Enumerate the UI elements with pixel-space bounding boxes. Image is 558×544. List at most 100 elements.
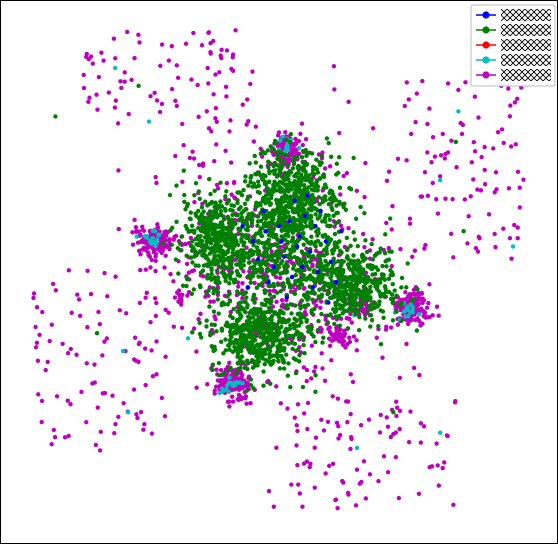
- data-point-series-4: [397, 426, 402, 432]
- data-point-series-1: [312, 306, 317, 312]
- data-point-series-1: [180, 283, 186, 288]
- data-point-series-1: [280, 337, 285, 342]
- data-point-series-1: [328, 312, 333, 317]
- data-point-series-4: [135, 240, 141, 245]
- data-point-series-1: [390, 296, 396, 302]
- data-point-series-4: [349, 320, 354, 325]
- data-point-series-1: [266, 159, 271, 164]
- data-point-series-4: [395, 156, 401, 161]
- data-point-series-0: [292, 198, 297, 203]
- data-point-series-4: [102, 339, 107, 344]
- data-point-series-1: [310, 171, 315, 176]
- data-point-series-4: [101, 58, 106, 63]
- data-point-series-4: [273, 274, 279, 280]
- data-point-series-3: [438, 178, 443, 183]
- data-point-series-1: [320, 233, 325, 238]
- data-point-series-1: [260, 197, 265, 203]
- data-point-series-1: [288, 194, 293, 199]
- data-point-series-1: [307, 259, 313, 264]
- data-point-series-3: [401, 309, 407, 315]
- data-point-series-1: [317, 176, 323, 181]
- data-point-series-1: [275, 243, 281, 249]
- data-point-series-1: [213, 222, 218, 228]
- data-point-series-1: [341, 268, 346, 273]
- data-point-series-1: [250, 271, 255, 276]
- data-point-series-1: [277, 214, 282, 219]
- data-point-series-1: [193, 180, 199, 186]
- data-point-series-3: [283, 148, 288, 153]
- data-point-series-1: [299, 172, 304, 177]
- data-point-series-4: [300, 504, 305, 509]
- data-point-series-0: [310, 285, 315, 290]
- data-point-series-1: [391, 410, 396, 415]
- data-point-series-1: [237, 259, 243, 264]
- data-point-series-1: [245, 302, 250, 308]
- data-point-series-4: [329, 331, 334, 337]
- data-point-series-1: [387, 249, 392, 254]
- data-point-series-1: [290, 166, 296, 171]
- data-point-series-1: [289, 249, 294, 255]
- data-point-series-1: [274, 353, 279, 358]
- data-point-series-4: [301, 461, 307, 466]
- data-point-series-4: [380, 355, 385, 360]
- data-point-series-1: [356, 327, 362, 333]
- data-point-series-1: [273, 232, 279, 238]
- data-point-series-1: [187, 216, 193, 221]
- data-point-series-1: [185, 201, 190, 207]
- data-point-series-4: [155, 222, 160, 227]
- data-point-series-1: [287, 139, 293, 145]
- data-point-series-1: [323, 258, 328, 264]
- data-point-series-4: [403, 290, 408, 295]
- data-point-series-1: [295, 217, 300, 223]
- data-point-series-1: [251, 307, 256, 312]
- data-point-series-4: [142, 421, 147, 427]
- data-point-series-1: [397, 302, 403, 307]
- data-point-series-1: [262, 245, 267, 250]
- data-point-series-1: [206, 257, 211, 263]
- data-point-series-1: [214, 329, 219, 334]
- data-point-series-1: [226, 367, 231, 373]
- data-point-series-4: [438, 153, 444, 158]
- data-point-series-1: [299, 178, 304, 184]
- data-point-series-3: [224, 387, 229, 392]
- data-point-series-4: [138, 267, 143, 273]
- data-point-series-1: [199, 244, 204, 249]
- data-point-series-1: [259, 281, 265, 286]
- data-point-series-4: [159, 395, 165, 401]
- data-point-series-1: [282, 346, 287, 351]
- data-point-series-1: [268, 144, 273, 149]
- data-point-series-1: [310, 297, 315, 302]
- data-point-series-1: [288, 302, 293, 307]
- data-point-series-4: [300, 142, 305, 148]
- data-point-series-1: [259, 301, 265, 307]
- data-point-series-1: [257, 251, 262, 257]
- data-point-series-4: [233, 28, 238, 33]
- data-point-series-1: [293, 303, 298, 308]
- data-point-series-1: [277, 348, 282, 354]
- data-point-series-4: [326, 463, 332, 469]
- data-point-series-1: [415, 286, 420, 292]
- data-point-series-4: [190, 149, 195, 154]
- data-point-series-1: [218, 199, 223, 204]
- data-point-series-1: [366, 297, 372, 303]
- data-point-series-4: [223, 84, 229, 90]
- data-point-series-3: [280, 134, 285, 139]
- data-point-series-4: [212, 159, 217, 164]
- data-point-series-1: [254, 204, 260, 209]
- data-point-series-1: [246, 360, 251, 366]
- data-point-series-1: [256, 274, 261, 279]
- data-point-series-4: [183, 241, 188, 247]
- data-point-series-4: [311, 369, 317, 374]
- data-point-series-4: [299, 121, 305, 126]
- data-point-series-1: [283, 204, 289, 209]
- data-point-series-4: [303, 136, 309, 142]
- data-point-series-4: [417, 296, 422, 302]
- data-point-series-4: [197, 174, 202, 180]
- data-point-series-1: [301, 193, 307, 198]
- data-point-series-1: [247, 324, 252, 329]
- data-point-series-1: [208, 191, 213, 197]
- data-point-series-4: [422, 310, 428, 315]
- data-point-series-1: [308, 180, 314, 185]
- data-point-series-1: [251, 350, 256, 355]
- data-point-series-1: [341, 289, 346, 294]
